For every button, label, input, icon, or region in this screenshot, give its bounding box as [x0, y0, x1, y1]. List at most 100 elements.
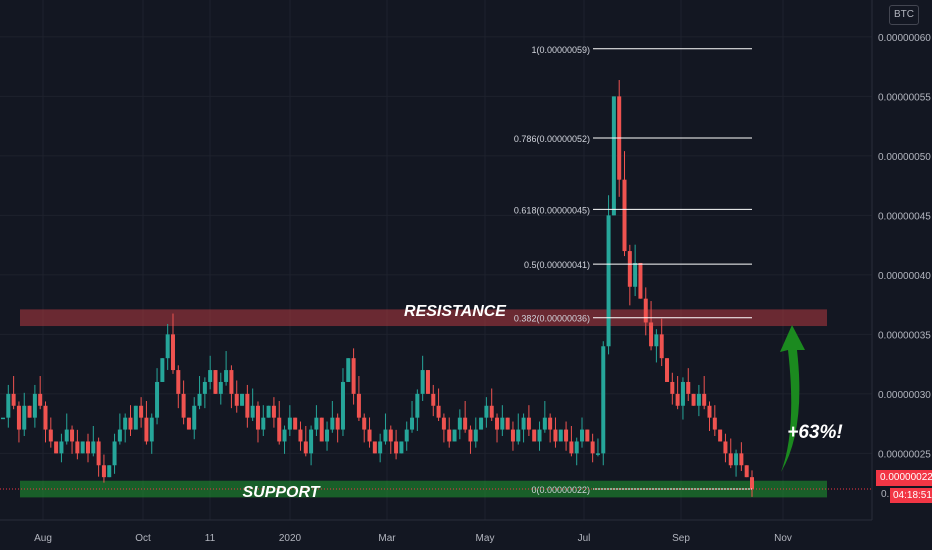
candle-body — [170, 334, 175, 371]
candle-body — [32, 393, 37, 418]
candle-body — [229, 370, 234, 394]
candle-body — [22, 405, 27, 430]
candle-body — [500, 417, 505, 430]
candle-body — [218, 381, 223, 394]
candle-body — [378, 441, 383, 454]
fib-level-label: 0.382(0.00000036) — [514, 314, 590, 324]
candle-body — [271, 405, 276, 418]
resistance-label: RESISTANCE — [404, 303, 507, 320]
candle-body — [293, 417, 298, 430]
candle-body — [457, 417, 462, 430]
candlestick-series — [1, 80, 754, 497]
candle-body — [362, 417, 367, 430]
fib-level-label: 1(0.00000059) — [531, 45, 590, 55]
candle-body — [80, 441, 85, 454]
candle-body — [335, 417, 340, 430]
fibonacci-levels: 1(0.00000059) 0.786(0.00000052) 0.618(0.00… — [514, 45, 752, 495]
gain-annotation: +63%! — [787, 422, 842, 443]
candle-body — [728, 453, 733, 466]
candle-body — [537, 429, 542, 442]
candle-body — [723, 441, 728, 454]
candle-body — [516, 429, 521, 442]
candle-body — [680, 381, 685, 406]
candle-body — [367, 429, 372, 442]
candle-body — [197, 393, 202, 406]
candle-body — [266, 405, 271, 418]
countdown-prefix: 0. — [881, 489, 890, 500]
price-tick-label: 0.00000055 — [878, 92, 931, 103]
bar-countdown-tag: 04:18:51 — [890, 488, 932, 503]
candle-body — [234, 393, 239, 406]
candle-body — [739, 453, 744, 466]
candle-body — [553, 429, 558, 442]
candle-body — [59, 441, 64, 454]
candle-body — [441, 417, 446, 430]
candle-body — [303, 441, 308, 454]
candle-body — [186, 417, 191, 430]
price-tick-label: 0.00000060 — [878, 33, 931, 44]
candle-body — [484, 405, 489, 418]
candle-body — [330, 417, 335, 430]
time-tick-label: May — [476, 533, 495, 544]
last-price-tag: 0.00000022 — [876, 470, 932, 486]
candle-body — [85, 441, 90, 454]
candle-body — [319, 417, 324, 442]
time-tick-label: Nov — [774, 533, 792, 544]
candle-body — [569, 441, 574, 454]
time-tick-label: Mar — [378, 533, 396, 544]
candle-body — [314, 417, 319, 430]
candle-body — [473, 429, 478, 442]
candle-body — [574, 441, 579, 454]
fib-level-label: 0.786(0.00000052) — [514, 134, 590, 144]
candle-body — [734, 453, 739, 466]
candle-body — [144, 417, 149, 442]
candle-body — [526, 417, 531, 430]
candle-body — [702, 393, 707, 406]
grid-lines — [0, 0, 872, 520]
resistance-zone — [20, 309, 827, 327]
candle-body — [712, 417, 717, 430]
candle-body — [64, 429, 69, 442]
candle-body — [558, 429, 563, 442]
price-tick-label: 0.00000030 — [878, 390, 931, 401]
candle-body — [255, 405, 260, 430]
candle-body — [96, 441, 101, 466]
price-tick-label: 0.00000035 — [878, 330, 931, 341]
candle-body — [510, 429, 515, 442]
candle-body — [282, 429, 287, 442]
candle-body — [431, 393, 436, 406]
candle-body — [659, 334, 664, 359]
price-tick-label: 0.00000025 — [878, 449, 931, 460]
candle-body — [155, 381, 160, 418]
candle-body — [590, 441, 595, 454]
candle-body — [415, 393, 420, 418]
candle-body — [340, 381, 345, 430]
candle-body — [213, 370, 218, 394]
candle-body — [463, 417, 468, 430]
time-tick-label: Oct — [135, 533, 151, 544]
candle-body — [54, 441, 59, 454]
candle-body — [425, 370, 430, 394]
candle-body — [521, 417, 526, 430]
candle-body — [38, 393, 43, 406]
candle-body — [606, 215, 611, 347]
time-axis[interactable]: Aug Oct 11 2020 Mar May Jul Sep Nov — [34, 533, 792, 544]
candle-body — [309, 429, 314, 454]
candle-body — [691, 393, 696, 406]
candle-body — [643, 298, 648, 323]
candle-body — [627, 251, 632, 287]
candle-body — [149, 417, 154, 442]
candle-body — [224, 370, 229, 382]
candle-body — [495, 417, 500, 430]
candle-body — [298, 429, 303, 442]
candle-body — [611, 96, 616, 216]
candle-body — [595, 453, 600, 455]
price-axis[interactable]: 0.00000060 0.00000055 0.00000050 0.00000045… — [878, 33, 931, 460]
candle-body — [649, 322, 654, 347]
candle-body — [696, 393, 701, 406]
candle-body — [139, 405, 144, 418]
candle-body — [542, 417, 547, 430]
currency-badge[interactable]: BTC — [889, 5, 919, 25]
candle-body — [564, 429, 569, 442]
